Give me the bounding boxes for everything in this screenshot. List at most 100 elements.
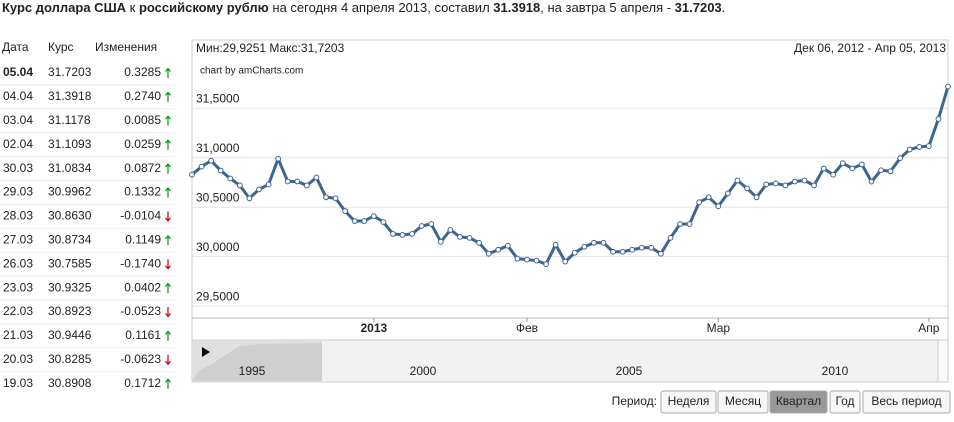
point xyxy=(782,182,789,189)
change-cell: 0.0085 xyxy=(124,113,161,127)
point xyxy=(342,208,349,215)
point xyxy=(447,227,454,233)
period-label: Период: xyxy=(612,394,657,408)
period-button[interactable] xyxy=(862,390,951,414)
rate-cell: 31.3918 xyxy=(48,89,92,103)
x-tick-label: Мар xyxy=(707,321,731,335)
date-cell: 26.03 xyxy=(3,256,33,270)
point xyxy=(772,180,779,187)
arrow-up xyxy=(165,282,171,294)
point xyxy=(227,175,234,182)
point xyxy=(313,174,320,181)
point xyxy=(275,155,282,162)
period-button[interactable] xyxy=(769,390,828,414)
date-cell: 21.03 xyxy=(3,328,33,342)
point xyxy=(409,231,416,237)
plot-frame xyxy=(191,39,949,341)
point xyxy=(303,182,310,189)
x-tick-label: Апр xyxy=(918,321,940,335)
change-cell: -0.1740 xyxy=(120,256,161,270)
rate-cell: 30.8923 xyxy=(48,304,92,318)
y-tick-label: 30,5000 xyxy=(196,190,240,204)
point xyxy=(476,239,482,246)
navigator-label: 2000 xyxy=(410,364,437,378)
point xyxy=(294,178,301,185)
point xyxy=(208,157,215,164)
navigator-label: 2005 xyxy=(616,364,643,378)
period-button-label[interactable]: Год xyxy=(835,394,854,408)
point xyxy=(868,178,875,185)
point xyxy=(524,256,530,263)
date-cell: 02.04 xyxy=(3,137,33,151)
date-cell: 23.03 xyxy=(3,280,33,294)
header-part: российскому рублю xyxy=(139,0,269,15)
header-part: 31.3918 xyxy=(493,0,540,15)
point xyxy=(591,239,597,246)
point xyxy=(830,171,837,178)
point xyxy=(839,160,846,167)
point xyxy=(858,161,865,168)
date-cell: 22.03 xyxy=(3,304,33,318)
point xyxy=(236,182,243,189)
date-cell: 30.03 xyxy=(3,161,33,175)
point xyxy=(619,248,626,255)
point xyxy=(198,163,205,170)
point xyxy=(811,182,817,189)
period-button-label[interactable]: Месяц xyxy=(725,394,761,408)
rate-cell: 31.0834 xyxy=(48,161,92,175)
point xyxy=(418,223,425,229)
rate-cell: 31.1178 xyxy=(48,113,91,127)
point xyxy=(457,233,463,240)
period-button[interactable] xyxy=(829,390,861,414)
point xyxy=(897,155,904,162)
point xyxy=(638,244,645,251)
header-part: . xyxy=(722,0,726,15)
date-cell: 03.04 xyxy=(3,113,33,127)
header-part: на сегодня 4 апреля 2013, составил xyxy=(269,0,493,15)
point xyxy=(610,248,616,255)
change-cell: -0.0623 xyxy=(120,352,161,366)
column-header: Дата xyxy=(2,40,29,54)
period-button-label[interactable]: Неделя xyxy=(668,394,710,408)
change-cell: 0.1161 xyxy=(125,328,161,342)
point xyxy=(390,231,396,237)
period-button[interactable] xyxy=(660,390,717,414)
point xyxy=(935,116,942,122)
point xyxy=(265,181,272,188)
change-cell: 0.0402 xyxy=(124,280,161,294)
period-button[interactable] xyxy=(717,390,769,414)
header-part: к xyxy=(126,0,139,15)
rate-cell: 30.9446 xyxy=(48,328,92,342)
point xyxy=(466,234,473,241)
date-cell: 27.03 xyxy=(3,232,33,246)
navigator-label: 1995 xyxy=(239,364,266,378)
column-header: Курс xyxy=(48,40,74,54)
point xyxy=(945,83,951,90)
point xyxy=(514,255,521,262)
arrow-up xyxy=(165,378,171,389)
point xyxy=(916,144,923,150)
point xyxy=(600,239,607,246)
play-button[interactable] xyxy=(202,347,210,357)
point xyxy=(533,257,540,264)
point xyxy=(878,167,884,174)
change-cell: 0.1332 xyxy=(124,185,161,199)
navigator-label: 2010 xyxy=(822,364,849,378)
scrollbar[interactable] xyxy=(937,339,949,383)
rate-cell: 30.8908 xyxy=(48,376,92,390)
header: Курс доллара США к российскому рублю на … xyxy=(2,0,725,15)
period-button-label[interactable]: Весь период xyxy=(871,394,941,408)
arrow-down xyxy=(165,354,171,366)
point xyxy=(705,194,712,201)
point xyxy=(428,221,435,227)
point xyxy=(734,177,741,184)
point xyxy=(552,241,559,248)
point xyxy=(485,250,492,257)
arrow-up xyxy=(165,330,171,341)
y-tick-label: 30,0000 xyxy=(196,240,240,254)
date-cell: 04.04 xyxy=(3,89,33,103)
point xyxy=(887,168,894,175)
arrow-down xyxy=(165,307,171,318)
period-button-label[interactable]: Квартал xyxy=(776,394,821,408)
arrow-up xyxy=(165,163,171,174)
